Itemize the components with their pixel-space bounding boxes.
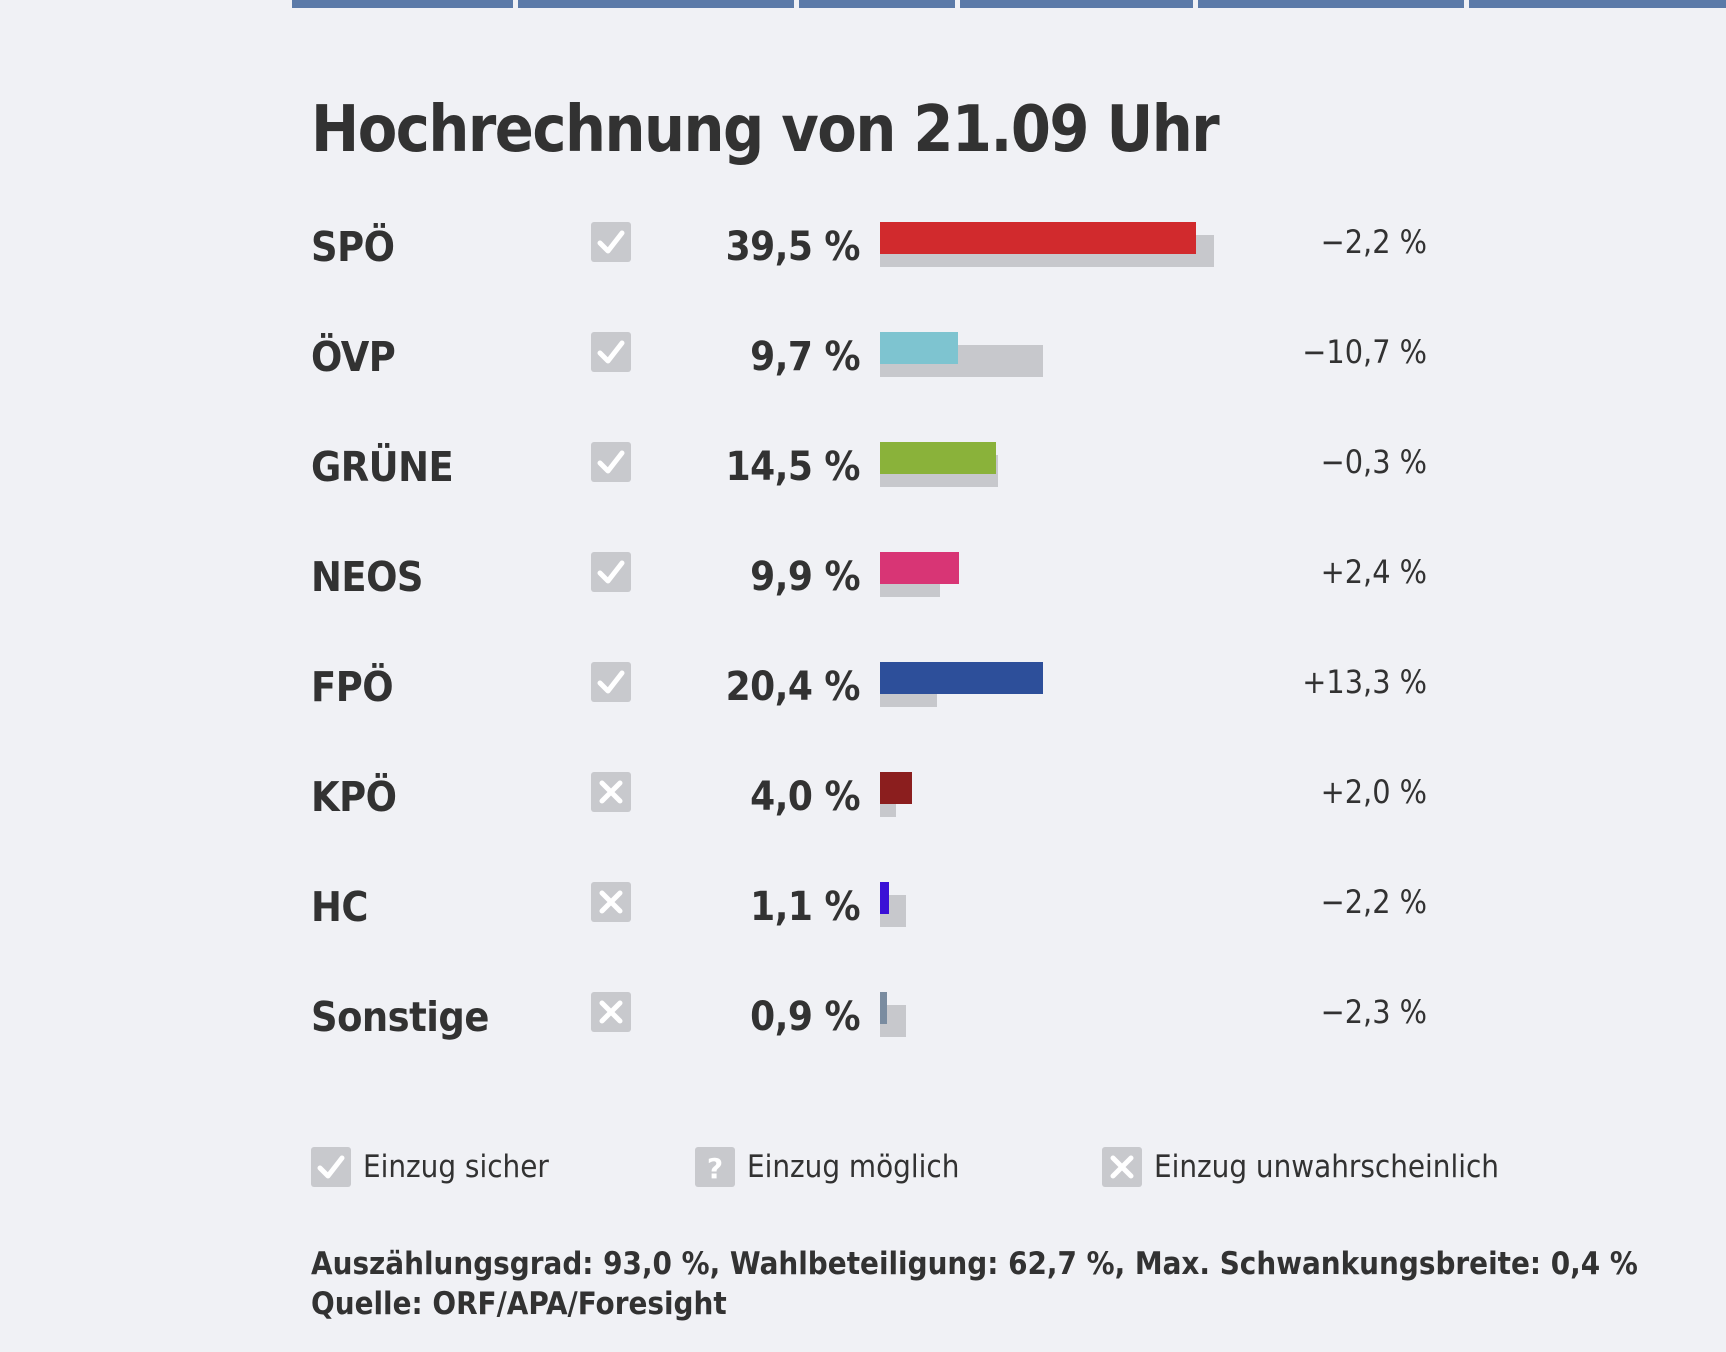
result-row: Sonstige 0,9 % −2,3 % — [0, 972, 1726, 1072]
party-label: HC — [311, 883, 368, 931]
bar-current — [880, 332, 958, 364]
cross-icon — [591, 772, 631, 812]
top-tab-strip — [292, 0, 1726, 8]
top-tab-3[interactable] — [799, 0, 955, 8]
diff-label: −2,2 % — [1320, 223, 1427, 261]
bar-current — [880, 882, 889, 914]
legend-moeglich: ? Einzug möglich — [695, 1146, 959, 1188]
legend-unwahrscheinlich-label: Einzug unwahrscheinlich — [1154, 1149, 1499, 1185]
party-label: NEOS — [311, 553, 424, 601]
value-label: 4,0 % — [750, 774, 860, 820]
result-row: KPÖ 4,0 % +2,0 % — [0, 752, 1726, 852]
party-label: FPÖ — [311, 663, 394, 711]
diff-label: −2,2 % — [1320, 883, 1427, 921]
party-label: GRÜNE — [311, 443, 454, 491]
value-label: 9,7 % — [750, 334, 860, 380]
question-icon: ? — [695, 1147, 735, 1187]
diff-label: −10,7 % — [1302, 333, 1427, 371]
check-icon — [311, 1147, 351, 1187]
value-label: 1,1 % — [750, 884, 860, 930]
value-label: 39,5 % — [725, 224, 861, 270]
bar-group — [880, 662, 1280, 707]
party-label: ÖVP — [311, 333, 396, 381]
top-tab-6[interactable] — [1468, 0, 1726, 8]
bar-current — [880, 662, 1044, 694]
svg-text:?: ? — [707, 1152, 723, 1185]
bar-current — [880, 442, 996, 474]
bar-group — [880, 992, 1280, 1037]
top-tab-5[interactable] — [1197, 0, 1464, 8]
check-icon — [591, 662, 631, 702]
check-icon — [591, 442, 631, 482]
value-label: 20,4 % — [725, 664, 861, 710]
party-label: Sonstige — [311, 993, 489, 1041]
result-row: HC 1,1 % −2,2 % — [0, 862, 1726, 962]
bar-group — [880, 222, 1280, 267]
bar-current — [880, 992, 888, 1024]
legend-sicher: Einzug sicher — [311, 1146, 549, 1188]
cross-icon — [591, 992, 631, 1032]
diff-label: +13,3 % — [1302, 663, 1427, 701]
result-row: FPÖ 20,4 % +13,3 % — [0, 642, 1726, 742]
diff-label: +2,4 % — [1320, 553, 1427, 591]
diff-label: −2,3 % — [1320, 993, 1427, 1031]
result-row: ÖVP 9,7 % −10,7 % — [0, 312, 1726, 412]
cross-icon — [1102, 1147, 1142, 1187]
bar-group — [880, 552, 1280, 597]
party-label: SPÖ — [311, 223, 395, 271]
value-label: 0,9 % — [750, 994, 860, 1040]
footer-stats: Auszählungsgrad: 93,0 %, Wahlbeteiligung… — [311, 1246, 1638, 1282]
bar-group — [880, 772, 1280, 817]
legend-unwahrscheinlich: Einzug unwahrscheinlich — [1102, 1146, 1499, 1188]
value-label: 14,5 % — [725, 444, 861, 490]
top-tab-2[interactable] — [517, 0, 795, 8]
result-row: GRÜNE 14,5 % −0,3 % — [0, 422, 1726, 522]
top-tab-4[interactable] — [959, 0, 1193, 8]
result-row: SPÖ 39,5 % −2,2 % — [0, 202, 1726, 302]
check-icon — [591, 552, 631, 592]
result-row: NEOS 9,9 % +2,4 % — [0, 532, 1726, 632]
legend-moeglich-label: Einzug möglich — [747, 1149, 960, 1185]
footer-source: Quelle: ORF/APA/Foresight — [311, 1286, 727, 1322]
bar-current — [880, 222, 1196, 254]
check-icon — [591, 332, 631, 372]
diff-label: −0,3 % — [1320, 443, 1427, 481]
bar-current — [880, 552, 960, 584]
bar-group — [880, 332, 1280, 377]
legend-sicher-label: Einzug sicher — [363, 1149, 549, 1185]
bar-current — [880, 772, 912, 804]
check-icon — [591, 222, 631, 262]
value-label: 9,9 % — [750, 554, 860, 600]
top-tab-1[interactable] — [292, 0, 513, 8]
chart-title: Hochrechnung von 21.09 Uhr — [311, 93, 1220, 167]
diff-label: +2,0 % — [1320, 773, 1427, 811]
party-label: KPÖ — [311, 773, 397, 821]
cross-icon — [591, 882, 631, 922]
bar-group — [880, 882, 1280, 927]
bar-group — [880, 442, 1280, 487]
